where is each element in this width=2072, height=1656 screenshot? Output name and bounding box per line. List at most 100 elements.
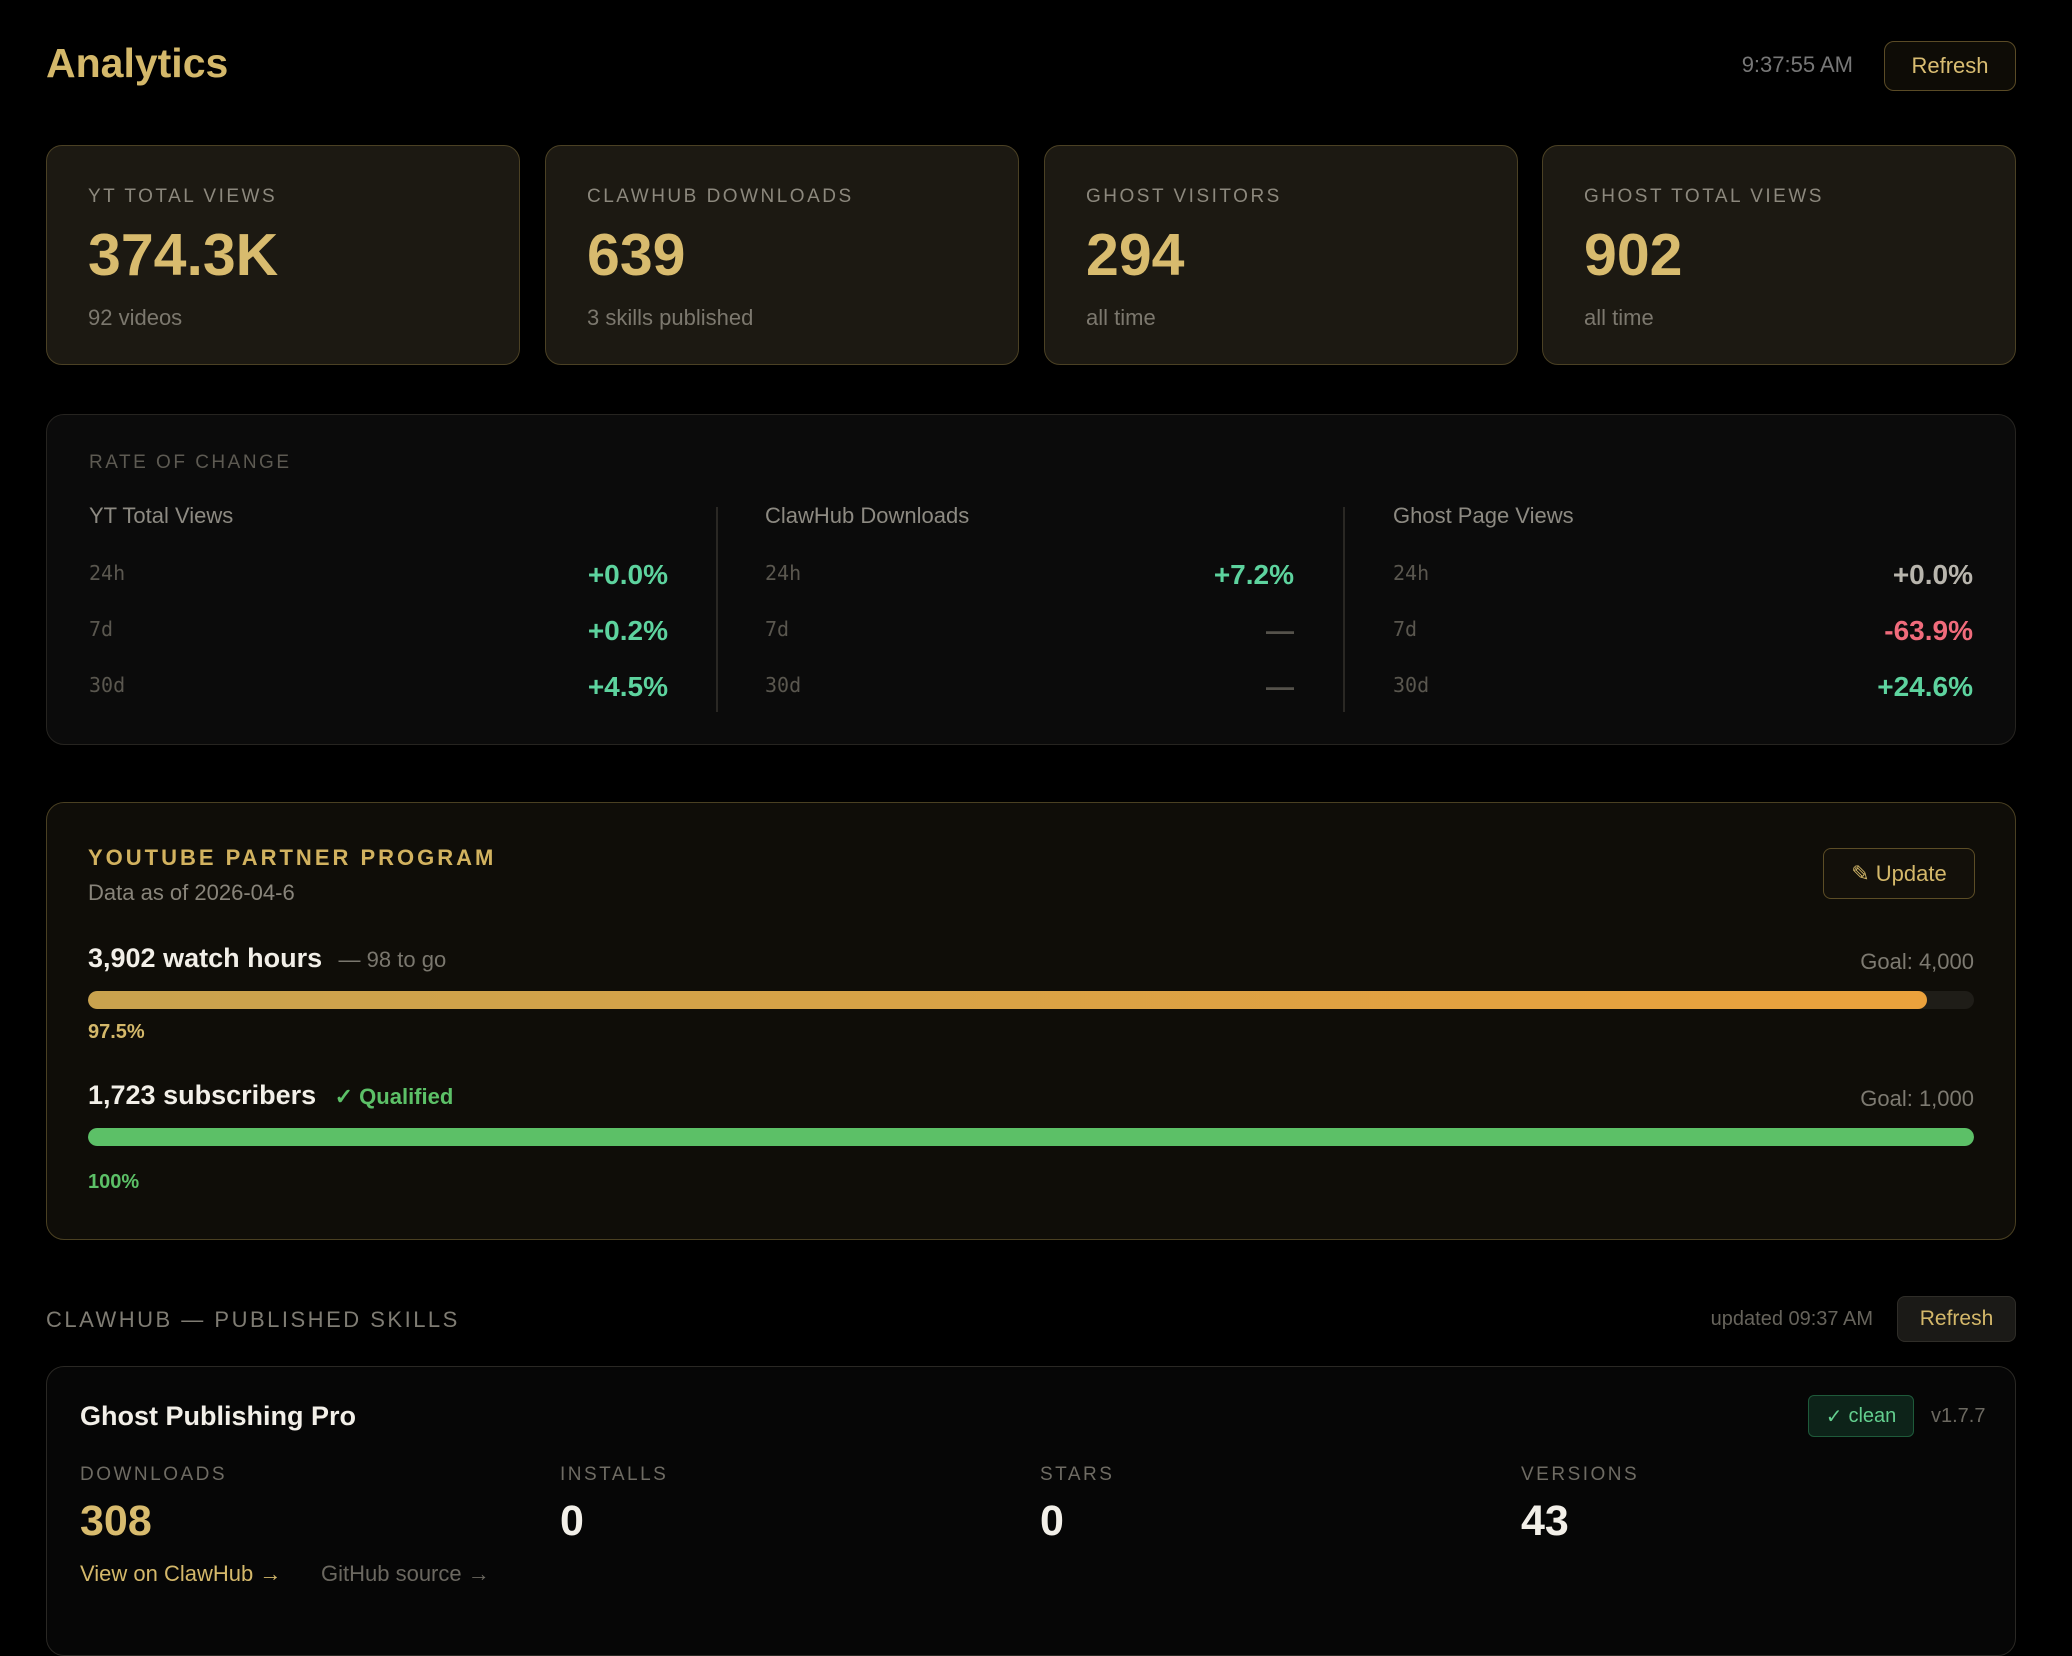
stat-sub: all time [1086,305,1156,330]
qualified-label: Qualified [359,1084,454,1109]
check-icon: ✓ [334,1084,354,1109]
skills-section-title: CLAWHUB — PUBLISHED SKILLS [46,1307,460,1332]
stat-label: CLAWHUB DOWNLOADS [587,186,854,207]
check-icon: ✓ [1825,1405,1843,1428]
skill-name: Ghost Publishing Pro [80,1401,356,1431]
update-label: Update [1875,860,1947,886]
stat-card-ghost-total-views: GHOST TOTAL VIEWS 902 all time [1542,145,2016,365]
skill-metric-stars: STARS 0 [1040,1464,1114,1543]
metric-value: 43 [1521,1497,1569,1545]
status-badge-label: clean [1848,1404,1897,1427]
stat-card-yt-views: YT TOTAL VIEWS 374.3K 92 videos [46,145,520,365]
stat-card-clawhub-downloads: CLAWHUB DOWNLOADS 639 3 skills published [545,145,1019,365]
subscribers-progress-fill [88,1128,1974,1146]
skills-updated-time: updated 09:37 AM [1710,1308,1873,1330]
page-title: Analytics [46,40,229,86]
roc-column-title: ClawHub Downloads [765,503,970,528]
watch-hours-percent: 97.5% [88,1021,145,1043]
roc-period: 30d [89,673,126,697]
roc-period: 30d [765,673,802,697]
subscribers-goal: Goal: 1,000 [1860,1086,1974,1111]
roc-value: -63.9% [1884,615,1973,646]
watch-hours-remaining: — 98 to go [338,947,447,972]
skill-card: Ghost Publishing Pro ✓ clean v1.7.7 DOWN… [46,1366,2016,1656]
stat-sub: all time [1584,305,1654,330]
roc-value: — [1266,671,1294,702]
roc-column-title: Ghost Page Views [1393,503,1574,528]
metric-label: VERSIONS [1521,1464,1640,1485]
skill-metric-versions: VERSIONS 43 [1521,1464,1639,1543]
ypp-panel: YOUTUBE PARTNER PROGRAM Data as of 2026-… [46,802,2016,1240]
metric-label: INSTALLS [560,1464,669,1485]
metric-label: DOWNLOADS [80,1464,228,1485]
roc-value: +4.5% [587,671,668,702]
metric-value: 308 [80,1497,152,1545]
stat-label: YT TOTAL VIEWS [88,186,278,207]
roc-column-yt: YT Total Views 24h +0.0% 7d +0.2% 30d +4… [89,503,668,702]
watch-hours-row: 3,902 watch hours — 98 to go [88,943,446,974]
roc-row: 7d — [765,615,1294,646]
stat-value: 294 [1086,222,1185,288]
roc-column-ghost: Ghost Page Views 24h +0.0% 7d -63.9% 30d… [1393,503,1973,702]
view-on-clawhub-link[interactable]: View on ClawHub → [80,1561,282,1586]
stat-card-ghost-visitors: GHOST VISITORS 294 all time [1044,145,1518,365]
stat-value: 639 [587,222,686,288]
subscribers-row: 1,723 subscribers ✓ Qualified [88,1080,453,1111]
qualified-status: ✓ Qualified [335,1084,454,1109]
stat-sub: 3 skills published [587,305,754,330]
pencil-icon: ✎ [1851,860,1870,886]
subscribers-progress-bar [88,1128,1974,1146]
ypp-title: YOUTUBE PARTNER PROGRAM [88,845,497,870]
skill-metric-installs: INSTALLS 0 [560,1464,668,1543]
roc-row: 7d -63.9% [1393,615,1973,646]
roc-period: 7d [765,617,790,641]
watch-hours-goal: Goal: 4,000 [1860,949,1974,974]
github-source-link[interactable]: GitHub source → [321,1561,490,1586]
roc-column-title: YT Total Views [89,503,234,528]
roc-value: +7.2% [1213,559,1294,590]
roc-row: 24h +0.0% [89,559,668,590]
stat-value: 902 [1584,222,1683,288]
roc-row: 7d +0.2% [89,615,668,646]
metric-value: 0 [560,1497,584,1545]
column-divider [1343,507,1345,712]
roc-row: 30d +4.5% [89,671,668,702]
roc-row: 24h +7.2% [765,559,1294,590]
skills-refresh-button[interactable]: Refresh [1897,1296,2016,1342]
roc-period: 24h [1393,561,1430,585]
roc-period: 7d [89,617,114,641]
metric-value: 0 [1040,1497,1064,1545]
roc-value: +0.2% [587,615,668,646]
refresh-button[interactable]: Refresh [1884,41,2016,91]
skill-metric-downloads: DOWNLOADS 308 [80,1464,227,1543]
roc-value: — [1266,615,1294,646]
stat-sub: 92 videos [88,305,183,330]
roc-column-clawhub: ClawHub Downloads 24h +7.2% 7d — 30d — [765,503,1294,702]
update-button[interactable]: ✎ Update [1823,848,1975,899]
roc-period: 24h [765,561,802,585]
roc-row: 24h +0.0% [1393,559,1973,590]
watch-hours-progress-fill [88,991,1927,1009]
stat-label: GHOST TOTAL VIEWS [1584,186,1824,207]
column-divider [716,507,718,712]
watch-hours-progress-bar [88,991,1974,1009]
watch-hours-value: 3,902 watch hours [88,943,323,973]
roc-value: +0.0% [1892,559,1973,590]
roc-value: +24.6% [1877,671,1973,702]
stat-label: GHOST VISITORS [1086,186,1282,207]
stat-value: 374.3K [88,222,279,288]
subscribers-percent: 100% [88,1171,140,1193]
metric-label: STARS [1040,1464,1115,1485]
roc-period: 30d [1393,673,1430,697]
ypp-data-date: Data as of 2026-04-6 [88,880,295,905]
roc-value: +0.0% [587,559,668,590]
roc-period: 24h [89,561,126,585]
roc-row: 30d — [765,671,1294,702]
roc-period: 7d [1393,617,1418,641]
subscribers-value: 1,723 subscribers [88,1080,317,1110]
skill-version: v1.7.7 [1931,1405,1986,1427]
current-time: 9:37:55 AM [1741,52,1853,77]
status-badge: ✓ clean [1808,1395,1914,1437]
section-title: RATE OF CHANGE [89,452,292,473]
rate-of-change-panel: RATE OF CHANGE YT Total Views 24h +0.0% … [46,414,2016,745]
